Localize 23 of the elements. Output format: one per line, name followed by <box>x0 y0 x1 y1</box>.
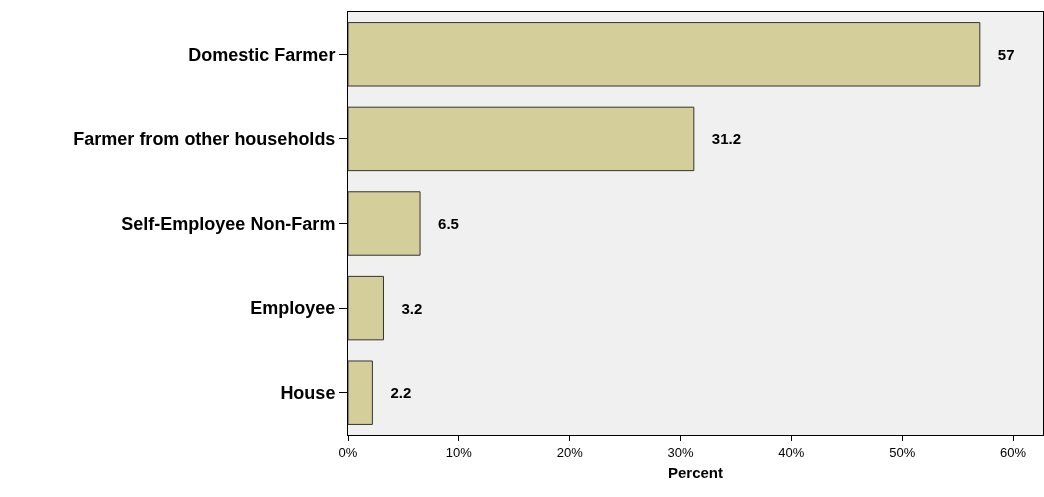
x-tick-label: 50% <box>889 444 916 460</box>
bar <box>348 22 981 87</box>
x-tick-label: 30% <box>667 444 694 460</box>
x-tick-label: 60% <box>1000 444 1027 460</box>
data-label: 6.5 <box>423 214 459 232</box>
data-label: 3.2 <box>386 299 423 317</box>
y-tick-label: Employee <box>250 298 336 319</box>
y-tick-label: Domestic Farmer <box>188 44 336 65</box>
x-tick-label: 20% <box>556 444 584 460</box>
x-tick-label: 0% <box>338 444 358 460</box>
data-label: 31.2 <box>696 130 742 148</box>
bar <box>348 106 695 172</box>
bar <box>348 360 373 425</box>
data-label: 57 <box>982 45 1015 63</box>
x-tick-label: 10% <box>445 444 473 460</box>
y-tick-label: Farmer from other households <box>73 129 336 150</box>
data-label: 2.2 <box>375 384 412 402</box>
x-tick-label: 40% <box>778 444 805 460</box>
bar <box>348 191 421 256</box>
bar <box>348 275 384 341</box>
x-axis-title: Percent <box>667 463 724 481</box>
y-tick-label: Self-Employee Non-Farm <box>121 213 336 234</box>
y-tick-label: House <box>280 383 336 403</box>
